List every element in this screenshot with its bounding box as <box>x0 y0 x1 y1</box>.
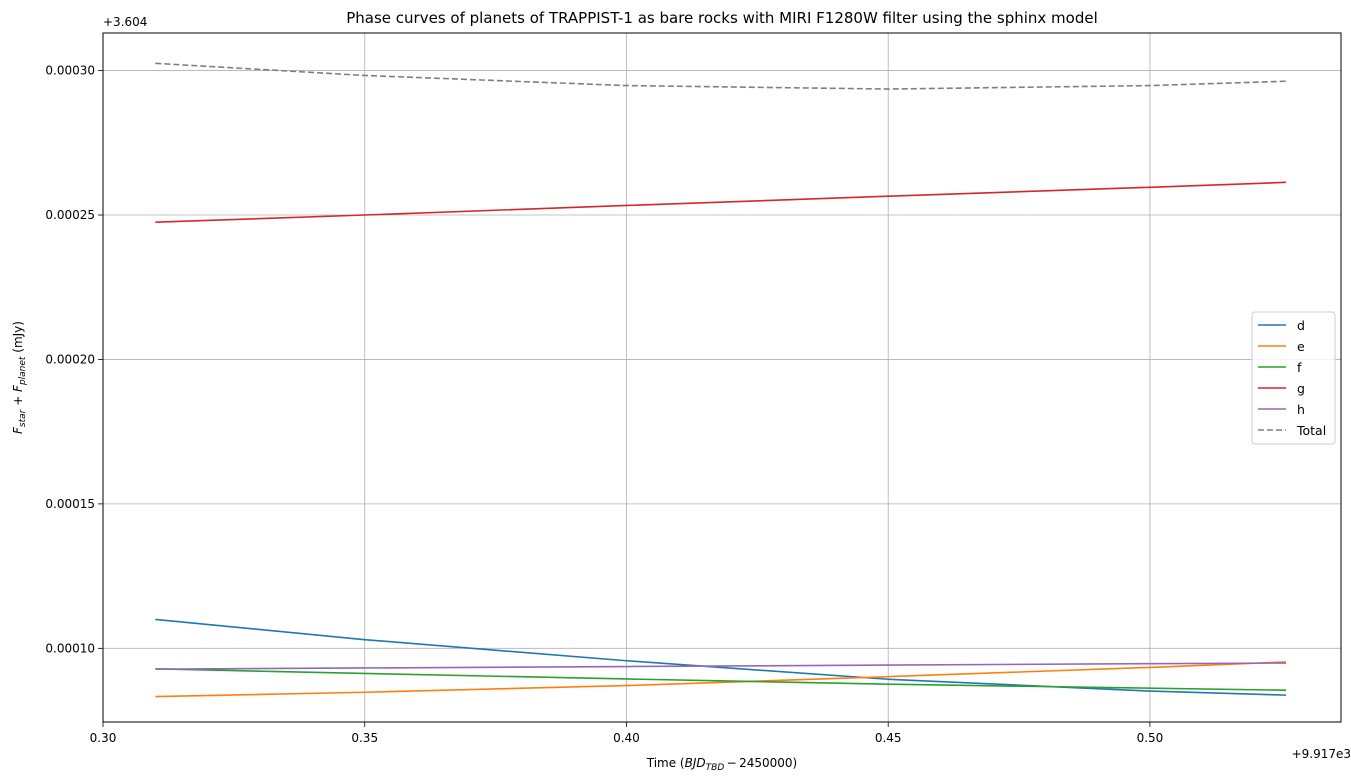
legend-label-g: g <box>1297 381 1305 396</box>
x-tick-label: 0.50 <box>1137 731 1164 745</box>
y-axis-label: Fstar + Fplanet (mJy) <box>11 321 28 434</box>
y-tick-label: 0.00020 <box>45 352 95 366</box>
grid-layer <box>102 33 1341 722</box>
x-tick-label: 0.45 <box>875 731 902 745</box>
legend-label-e: e <box>1297 339 1305 354</box>
y-offset-label: +3.604 <box>103 15 147 29</box>
x-tick-label: 0.35 <box>351 731 378 745</box>
y-tick-label: 0.00030 <box>45 64 95 78</box>
chart-title: Phase curves of planets of TRAPPIST-1 as… <box>346 9 1098 27</box>
legend-frame <box>1251 311 1336 445</box>
legend-label-d: d <box>1297 318 1305 333</box>
series-layer <box>155 62 1287 698</box>
series-line-g <box>155 181 1287 224</box>
legend-label-f: f <box>1297 360 1302 375</box>
series-line-d <box>155 618 1287 696</box>
legend-label-h: h <box>1297 402 1305 417</box>
x-axis-label: Time (BJDTBD − 2450000) <box>646 756 797 773</box>
y-tick-label: 0.00025 <box>45 208 95 222</box>
ticks-layer: 0.30 0.35 0.40 0.45 0.50 0.00010 0.00015 0.0002… <box>45 64 1163 745</box>
x-tick-label: 0.30 <box>90 731 117 745</box>
series-line-h <box>155 662 1287 670</box>
series-line-f <box>155 668 1287 692</box>
plot-frame <box>102 32 1342 723</box>
x-tick-label: 0.40 <box>613 731 640 745</box>
legend-label-total: Total <box>1296 423 1326 438</box>
series-line-total <box>155 62 1287 90</box>
x-offset-label: +9.917e3 <box>1292 747 1351 761</box>
y-tick-label: 0.00010 <box>45 641 95 655</box>
y-tick-label: 0.00015 <box>45 497 95 511</box>
